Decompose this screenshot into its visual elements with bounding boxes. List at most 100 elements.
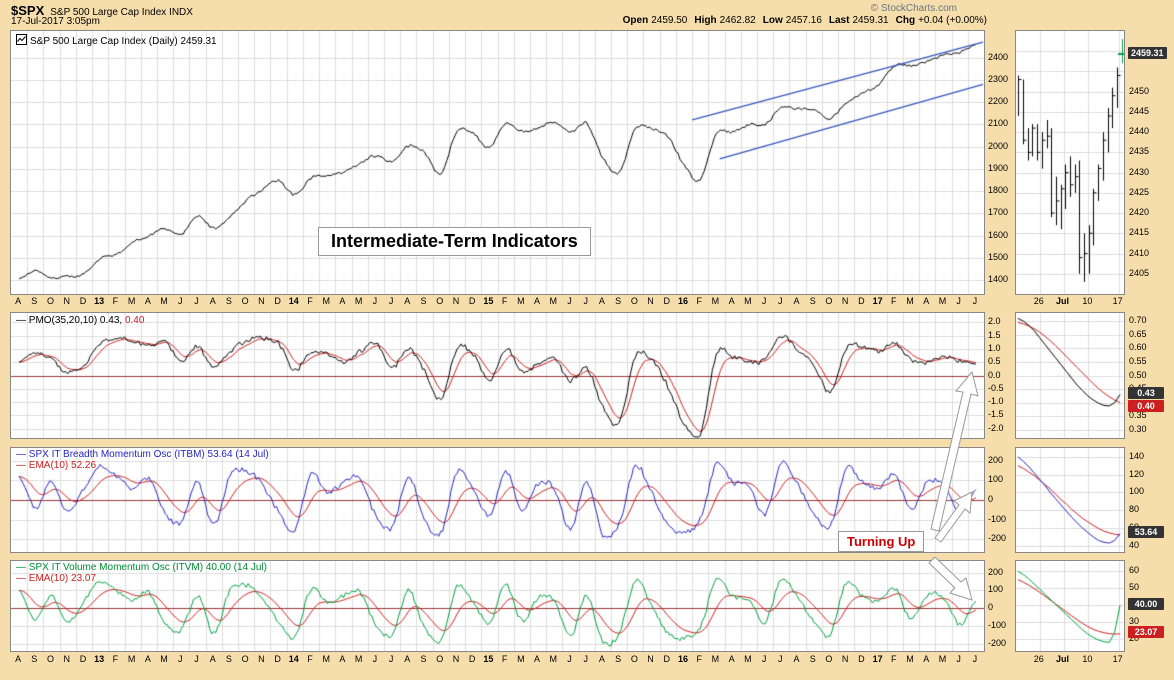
y-axis-tick: 0 [988,602,994,613]
x-axis-tick: D [79,296,87,306]
y-axis-tick: 0.70 [1129,315,1147,326]
y-axis-tick: 1700 [988,207,1009,218]
y-axis-tick: 60 [1129,565,1140,576]
x-axis-tick: M [711,654,720,664]
x-axis-tick: D [468,654,476,664]
chart-header: $SPX S&P 500 Large Cap Index INDX [11,2,193,20]
x-axis-tick: F [307,654,313,664]
x-axis-tick: M [711,296,720,306]
x-axis-tick: 13 [94,654,105,664]
x-axis-tick: 17 [1112,296,1123,306]
x-axis-tick: F [891,654,897,664]
x-axis-tick: F [696,654,702,664]
x-axis-tick: D [858,296,865,306]
x-axis-tick: N [63,654,71,664]
price-zoom-canvas [1015,30,1125,295]
x-axis-tick: A [923,296,930,306]
x-axis-tick: 17 [872,654,883,664]
quote-label: Open [622,15,649,26]
y-axis-tick: -2.0 [988,422,1004,433]
turning-up-callout: Turning Up [838,531,925,552]
itbm-legend: — SPX IT Breadth Momentum Osc (ITBM) 53.… [16,449,269,471]
x-axis-tick: O [825,296,833,306]
y-axis-tick: 2300 [988,73,1009,84]
y-axis-tick: 2435 [1129,146,1150,157]
itbm-zoom-canvas [1015,447,1125,553]
x-axis-tick: J [972,296,978,306]
x-axis-tick: J [583,654,588,664]
x-axis-tick: A [339,296,346,306]
x-axis-tick: F [501,296,508,306]
x-axis-tick: O [47,654,55,664]
y-axis-tick: 1800 [988,185,1009,196]
x-axis-tick: O [436,654,444,664]
y-axis-tick: -0.5 [988,382,1004,393]
x-axis-tick: M [549,654,558,664]
x-axis-tick: 17 [1112,654,1123,664]
x-axis-tick: F [696,296,702,306]
x-axis-tick: A [15,296,22,306]
x-axis-tick: A [209,654,216,664]
x-axis-tick: A [15,654,22,664]
y-axis-tick: 2.0 [988,316,1001,327]
last-value-box: 23.07 [1128,626,1164,639]
pmo-chart-canvas [10,312,985,439]
x-axis-tick: S [809,654,816,664]
x-axis-tick: N [63,296,71,306]
x-axis-tick: N [258,296,265,306]
quote-label: Low [762,15,783,26]
quote-value: 2459.50 [651,15,688,26]
x-axis-tick: S [420,654,427,664]
x-axis-tick: M [938,654,947,664]
x-axis-tick: J [778,296,783,306]
y-axis-tick: -1.5 [988,409,1004,420]
x-axis-tick: J [194,654,199,664]
itbm-chart-canvas [10,447,985,553]
y-axis-tick: 2445 [1129,105,1150,116]
x-axis-tick: 14 [288,296,299,306]
quote-label: Last [828,15,850,26]
quote-value: 2462.82 [719,15,756,26]
x-axis-tick: 15 [483,296,494,306]
x-axis-tick: M [322,654,330,664]
quote-label: Chg [895,15,916,26]
x-axis-tick: A [728,296,735,306]
x-axis-tick: M [160,296,168,306]
x-axis-tick: J [178,296,183,306]
x-axis-tick: J [583,296,588,306]
x-axis-tick: J [388,654,394,664]
symbol: $SPX [11,3,45,18]
x-axis-tick: J [778,654,783,664]
x-axis-tick: M [354,296,363,306]
x-axis-tick: J [761,296,767,306]
y-axis-tick: 2420 [1129,207,1150,218]
itbm-legend-text: — SPX IT Breadth Momentum Osc (ITBM) 53.… [16,449,269,460]
x-axis-tick: M [322,296,330,306]
x-axis-tick: J [956,296,961,306]
x-axis-tick: S [31,654,38,664]
copyright: © StockCharts.com [870,3,957,14]
last-value-box: 0.40 [1128,400,1164,413]
x-axis-tick: A [144,296,151,306]
x-axis-tick: D [663,296,671,306]
y-axis-tick: -200 [988,533,1007,544]
x-axis-tick: A [404,296,411,306]
x-axis-tick: D [274,296,281,306]
y-axis-tick: 2415 [1129,227,1150,238]
last-value-box: 40.00 [1128,597,1164,610]
x-axis-tick: S [420,296,427,306]
x-axis-tick: F [891,296,897,306]
y-axis-tick: 2440 [1129,126,1150,137]
x-axis-tick: 16 [677,296,688,306]
x-axis-tick: M [744,654,752,664]
y-axis-tick: 200 [988,566,1004,577]
x-axis-tick: M [354,654,363,664]
y-axis-tick: 1600 [988,229,1009,240]
last-value-box: 53.64 [1128,526,1164,539]
y-axis-tick: 2410 [1129,247,1150,258]
y-axis-tick: 2405 [1129,267,1150,278]
x-axis-tick: N [647,654,654,664]
x-axis-tick: S [225,296,232,306]
y-axis-tick: 0.0 [988,369,1001,380]
x-axis-tick: J [761,654,767,664]
